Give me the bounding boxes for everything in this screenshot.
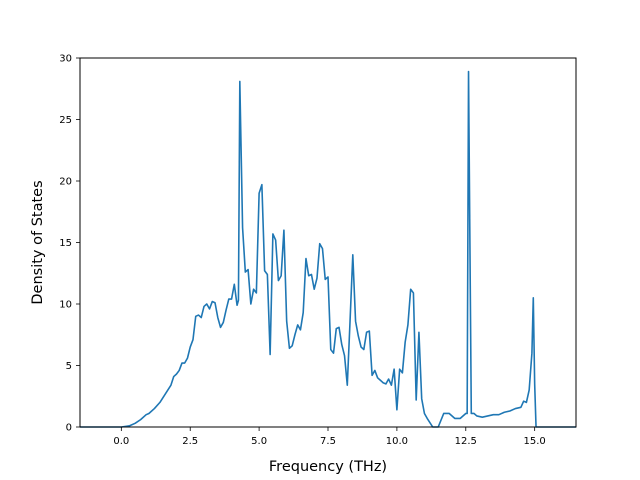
- x-tick-label: 2.5: [182, 436, 198, 447]
- plot-layer: [80, 70, 576, 428]
- x-tick-label: 12.5: [455, 436, 477, 447]
- x-tick-label: 7.5: [320, 436, 336, 447]
- dos-series-line-0: [80, 70, 576, 428]
- x-tick-label: 5.0: [251, 436, 267, 447]
- x-tick-label: 15.0: [524, 436, 546, 447]
- x-tick-label: 10.0: [386, 436, 408, 447]
- y-tick-label: 20: [59, 177, 72, 188]
- y-tick-label: 5: [66, 361, 72, 372]
- x-axis-ticks: 0.0 2.5 5.0 7.5 10.0 12.5 15.0: [113, 427, 546, 447]
- y-tick-label: 0: [66, 423, 72, 434]
- x-axis-label: Frequency (THz): [269, 459, 387, 475]
- y-tick-label: 10: [59, 300, 72, 311]
- y-tick-label: 15: [59, 238, 72, 249]
- y-axis-label: Density of States: [30, 180, 46, 304]
- y-axis-ticks: 0 5 10 15 20 25 30: [59, 54, 80, 434]
- y-tick-label: 25: [59, 115, 72, 126]
- y-tick-label: 30: [59, 54, 72, 65]
- x-tick-label: 0.0: [113, 436, 129, 447]
